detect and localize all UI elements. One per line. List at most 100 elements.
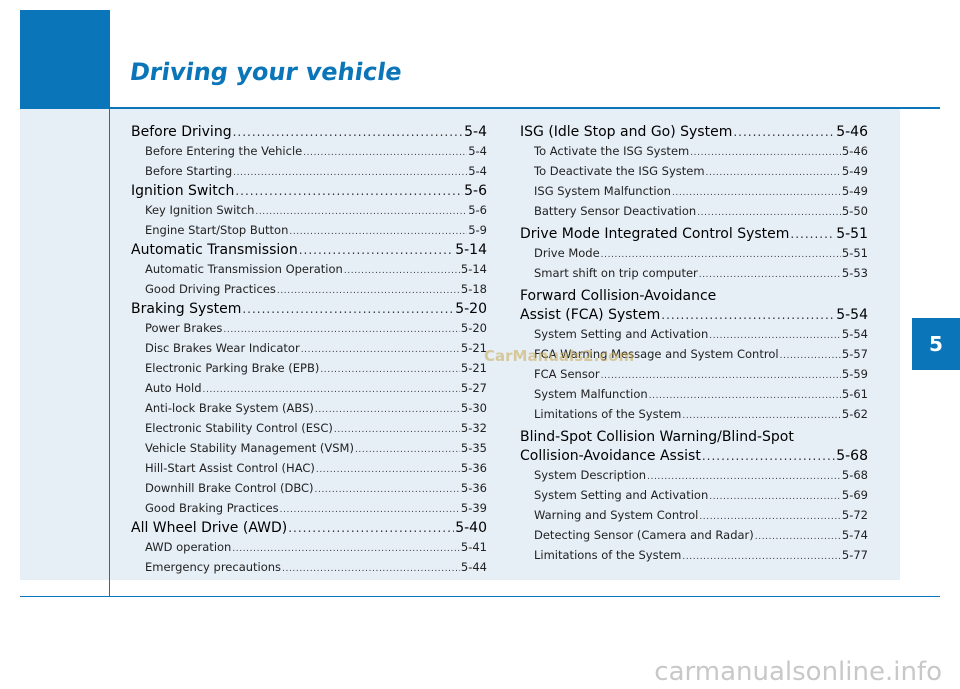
toc-item[interactable]: Battery Sensor Deactivation 5-50 [520, 202, 868, 222]
toc-item[interactable]: Good Braking Practices 5-39 [131, 499, 487, 519]
toc-item-title: Auto Hold [145, 381, 202, 395]
toc-item-page: 5-18 [460, 282, 487, 296]
toc-item-page: 5-57 [841, 347, 868, 361]
toc-item-title: Smart shift on trip computer [534, 266, 698, 280]
toc-section-entry-page: 5-54 [836, 307, 868, 323]
toc-item-page: 5-74 [841, 528, 868, 542]
toc-item-page: 5-46 [841, 144, 868, 158]
toc-section-entry[interactable]: Assist (FCA) System 5-54 [520, 306, 868, 325]
toc-item-title: To Activate the ISG System [534, 144, 690, 158]
toc-item-page: 5-53 [841, 266, 868, 280]
toc-item[interactable]: Hill-Start Assist Control (HAC) 5-36 [131, 459, 487, 479]
toc-section: All Wheel Drive (AWD) 5-40 AWD operation 5-… [131, 519, 487, 578]
toc-item[interactable]: System Description 5-68 [520, 466, 868, 486]
toc-item[interactable]: Electronic Stability Control (ESC) 5-32 [131, 419, 487, 439]
toc-section-entry[interactable]: Before Driving 5-4 [131, 123, 487, 142]
toc-section-entry-page: 5-40 [455, 520, 487, 536]
toc-section-entry[interactable]: Ignition Switch 5-6 [131, 182, 487, 201]
toc-section-entry-page: 5-51 [836, 226, 868, 242]
toc-section-entry[interactable]: Drive Mode Integrated Control System 5-51 [520, 225, 868, 244]
toc-item[interactable]: To Deactivate the ISG System 5-49 [520, 162, 868, 182]
toc-item[interactable]: System Malfunction 5-61 [520, 385, 868, 405]
toc-item-page: 5-4 [468, 164, 487, 178]
toc-item[interactable]: Before Starting 5-4 [131, 162, 487, 182]
toc-item-title: Automatic Transmission Operation [145, 262, 343, 276]
dot-leader [344, 262, 460, 280]
dot-leader [661, 306, 835, 325]
toc-item[interactable]: Engine Start/Stop Button 5-9 [131, 221, 487, 241]
dot-leader [755, 528, 841, 546]
toc-item[interactable]: Anti-lock Brake System (ABS) 5-30 [131, 399, 487, 419]
toc-item[interactable]: Good Driving Practices 5-18 [131, 280, 487, 300]
dot-leader [682, 548, 841, 566]
toc-item[interactable]: Auto Hold 5-27 [131, 379, 487, 399]
toc-item-title: Limitations of the System [534, 548, 682, 562]
toc-section-entry[interactable]: Collision-Avoidance Assist 5-68 [520, 447, 868, 466]
toc-item[interactable]: Power Brakes 5-20 [131, 319, 487, 339]
toc-item[interactable]: ISG System Malfunction 5-49 [520, 182, 868, 202]
toc-item-page: 5-61 [841, 387, 868, 401]
toc-item[interactable]: System Setting and Activation 5-54 [520, 325, 868, 345]
toc-item[interactable]: Disc Brakes Wear Indicator 5-21 [131, 339, 487, 359]
dot-leader [301, 341, 460, 359]
toc-item[interactable]: Downhill Brake Control (DBC) 5-36 [131, 479, 487, 499]
toc-item-page: 5-50 [841, 204, 868, 218]
toc-item[interactable]: Vehicle Stability Management (VSM) 5-35 [131, 439, 487, 459]
toc-item-title: Key Ignition Switch [145, 203, 255, 217]
toc-section: Ignition Switch 5-6 Key Ignition Switch 5-6… [131, 182, 487, 241]
dot-leader [232, 540, 460, 558]
toc-item[interactable]: Warning and System Control 5-72 [520, 506, 868, 526]
toc-item[interactable]: Limitations of the System 5-62 [520, 405, 868, 425]
watermark: CarManuals2.com [484, 347, 635, 365]
toc-item[interactable]: To Activate the ISG System 5-46 [520, 142, 868, 162]
toc-item[interactable]: Emergency precautions 5-44 [131, 558, 487, 578]
toc-item-title: FCA Sensor [534, 367, 600, 381]
toc-item-title: Good Braking Practices [145, 501, 279, 515]
toc-item-page: 5-32 [460, 421, 487, 435]
page-title: Driving your vehicle [128, 58, 404, 86]
toc-item-title: Electronic Parking Brake (EPB) [145, 361, 320, 375]
toc-item-title: Limitations of the System [534, 407, 682, 421]
dot-leader [320, 361, 460, 379]
toc-item[interactable]: Electronic Parking Brake (EPB) 5-21 [131, 359, 487, 379]
dot-leader [790, 225, 835, 244]
toc-item[interactable]: FCA Sensor 5-59 [520, 365, 868, 385]
toc-item[interactable]: Detecting Sensor (Camera and Radar) 5-74 [520, 526, 868, 546]
toc-item-page: 5-4 [468, 144, 487, 158]
toc-section-entry-title: Drive Mode Integrated Control System [520, 226, 790, 242]
toc-item[interactable]: Before Entering the Vehicle 5-4 [131, 142, 487, 162]
toc-section-entry-title: ISG (Idle Stop and Go) System [520, 124, 733, 140]
dot-leader [316, 461, 460, 479]
toc-item[interactable]: Limitations of the System 5-77 [520, 546, 868, 566]
toc-section-entry[interactable]: Automatic Transmission 5-14 [131, 241, 487, 260]
dot-leader [299, 241, 455, 260]
toc-item[interactable]: Key Ignition Switch 5-6 [131, 201, 487, 221]
chapter-tab[interactable]: 5 [912, 318, 960, 370]
toc-section-entry[interactable]: ISG (Idle Stop and Go) System 5-46 [520, 123, 868, 142]
toc-item-page: 5-49 [841, 184, 868, 198]
footer-site-text: carmanualsonline.info [654, 657, 942, 687]
toc-item[interactable]: Drive Mode 5-51 [520, 244, 868, 264]
toc-section-entry-page: 5-20 [455, 301, 487, 317]
toc-item-title: Hill-Start Assist Control (HAC) [145, 461, 315, 475]
toc-item-page: 5-20 [460, 321, 487, 335]
dot-leader [649, 387, 841, 405]
toc-item[interactable]: FCA Warning Message and System Control 5-… [520, 345, 868, 365]
toc-item[interactable]: Automatic Transmission Operation 5-14 [131, 260, 487, 280]
toc-item[interactable]: System Setting and Activation 5-69 [520, 486, 868, 506]
toc-section-entry[interactable]: All Wheel Drive (AWD) 5-40 [131, 519, 487, 538]
toc-item-page: 5-44 [460, 560, 487, 574]
toc-section-title-line[interactable]: Forward Collision-Avoidance [520, 288, 717, 304]
toc-item-page: 5-72 [841, 508, 868, 522]
toc-section-title-line[interactable]: Blind-Spot Collision Warning/Blind-Spot [520, 429, 794, 445]
dot-leader [235, 182, 463, 201]
margin-rule [109, 10, 110, 596]
toc-item-page: 5-68 [841, 468, 868, 482]
toc-item-page: 5-59 [841, 367, 868, 381]
toc-item[interactable]: AWD operation 5-41 [131, 538, 487, 558]
dot-leader [233, 123, 464, 142]
toc-item-page: 5-41 [460, 540, 487, 554]
header-color-block [20, 10, 110, 108]
toc-section-entry[interactable]: Braking System 5-20 [131, 300, 487, 319]
toc-item[interactable]: Smart shift on trip computer 5-53 [520, 264, 868, 284]
